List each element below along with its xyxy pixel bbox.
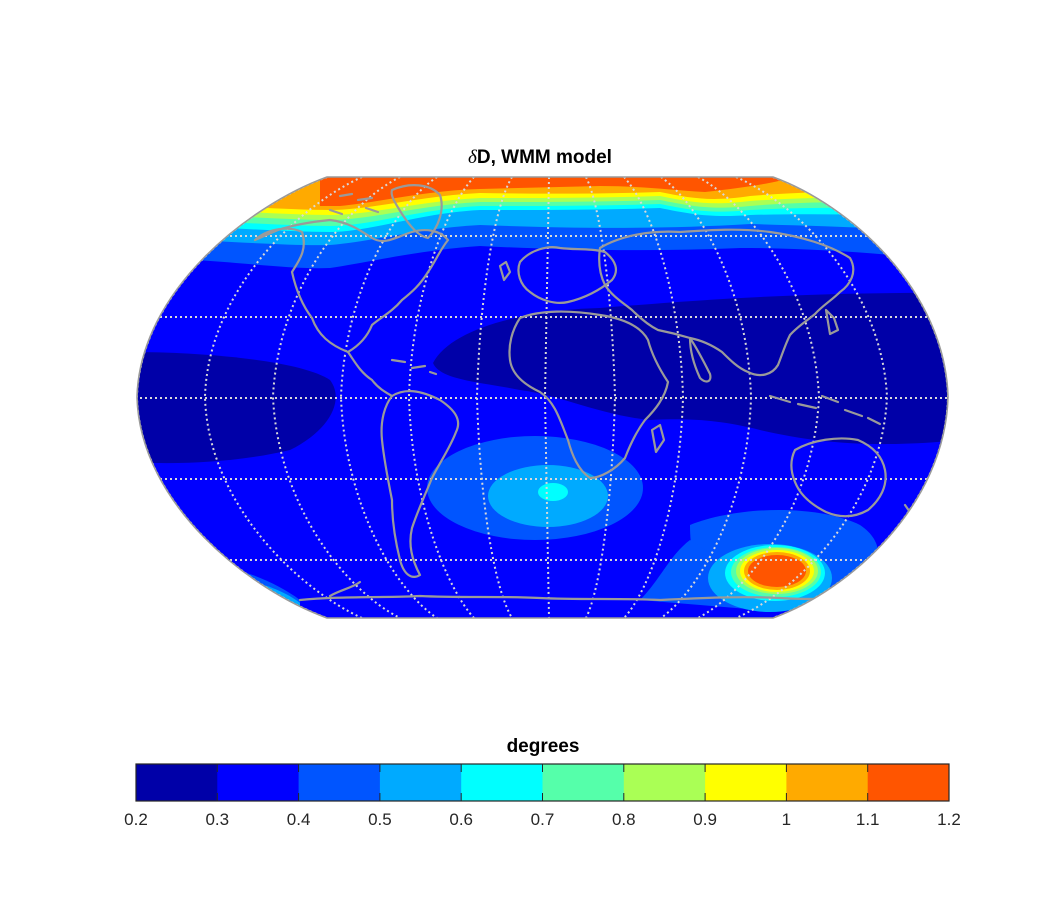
coast-madagascar — [650, 423, 666, 454]
colorbar-tick-label: 0.5 — [368, 810, 392, 829]
coast-europe — [517, 246, 618, 304]
coast-greenland — [390, 184, 443, 240]
coast-japan — [824, 308, 840, 336]
colorbar-tick-label: 0.9 — [693, 810, 717, 829]
colorbar-title: degrees — [507, 736, 580, 757]
colorbar-swatch — [379, 764, 462, 801]
colorbar-swatches — [136, 764, 950, 801]
colorbar-tick-label: 0.6 — [449, 810, 473, 829]
colorbar-tick-label: 0.4 — [287, 810, 311, 829]
colorbar: degrees 0.2 0.3 0.4 0.5 0.6 0.7 0.8 0.9 1 1.1 1.2 — [124, 736, 961, 829]
coast-uk — [498, 260, 512, 282]
field-saa-core — [538, 483, 568, 501]
coast-new-zealand — [903, 503, 920, 538]
coast-australia — [790, 437, 887, 518]
coast-north-america — [253, 218, 450, 354]
coastlines — [253, 184, 920, 602]
colorbar-swatch — [867, 764, 950, 801]
colorbar-swatch — [461, 764, 543, 801]
colorbar-ticks: 0.2 0.3 0.4 0.5 0.6 0.7 0.8 0.9 1 1.1 1.2 — [124, 764, 961, 829]
colorbar-swatch — [705, 764, 787, 801]
colorbar-swatch — [786, 764, 869, 801]
colorbar-swatch — [298, 764, 381, 801]
map-area — [136, 176, 949, 619]
map-frame — [136, 176, 949, 619]
colorbar-tick-label: 0.7 — [531, 810, 555, 829]
coast-caribbean — [390, 358, 438, 376]
colorbar-tick-label: 0.8 — [612, 810, 636, 829]
colorbar-swatch — [217, 764, 300, 801]
colorbar-swatch — [136, 764, 218, 801]
field-antarctic-max — [748, 555, 806, 587]
colorbar-tick-label: 1.1 — [856, 810, 880, 829]
field-low-east-pacific — [137, 352, 336, 464]
coast-africa — [508, 310, 670, 480]
coast-antarctica — [298, 594, 852, 602]
map-title: δD, WMM model — [468, 147, 612, 168]
colorbar-tick-label: 0.3 — [205, 810, 229, 829]
coast-south-america — [380, 390, 460, 578]
field-arctic-max — [320, 177, 790, 206]
colorbar-swatch — [542, 764, 625, 801]
coast-antarctic-peninsula — [328, 580, 362, 598]
colorbar-tick-label: 1.2 — [937, 810, 961, 829]
colorbar-swatch — [623, 764, 706, 801]
coast-asia — [598, 228, 855, 377]
coast-central-america — [346, 350, 394, 398]
colorbar-tick-label: 0.2 — [124, 810, 148, 829]
coast-arctic-islands — [328, 192, 380, 216]
colorbar-tick-label: 1 — [782, 810, 791, 829]
coast-india — [688, 336, 712, 383]
coast-indonesia — [768, 394, 882, 426]
